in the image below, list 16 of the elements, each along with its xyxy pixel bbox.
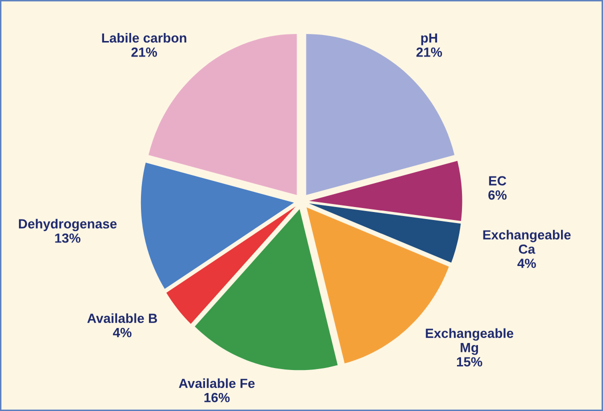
data-label: 21%	[416, 48, 442, 57]
slice-label: EC	[489, 176, 506, 186]
slice-label: pH	[421, 33, 438, 46]
slice-label: Labile carbon	[102, 32, 186, 43]
slice-label: Available B	[87, 313, 158, 324]
slice-label: Dehydrogenase	[18, 218, 117, 232]
data-label: 15%	[456, 357, 482, 367]
data-label: 21%	[131, 48, 158, 57]
data-label: 4%	[112, 328, 132, 338]
data-label: 6%	[488, 190, 507, 200]
slice-label: Exchangeable Ca	[483, 230, 571, 254]
data-label: 16%	[204, 392, 230, 402]
data-label: 4%	[517, 258, 536, 268]
data-label: 13%	[55, 233, 80, 243]
slice-label: Available Fe	[178, 378, 255, 388]
slice-label: Exchangeable Mg	[426, 328, 514, 355]
